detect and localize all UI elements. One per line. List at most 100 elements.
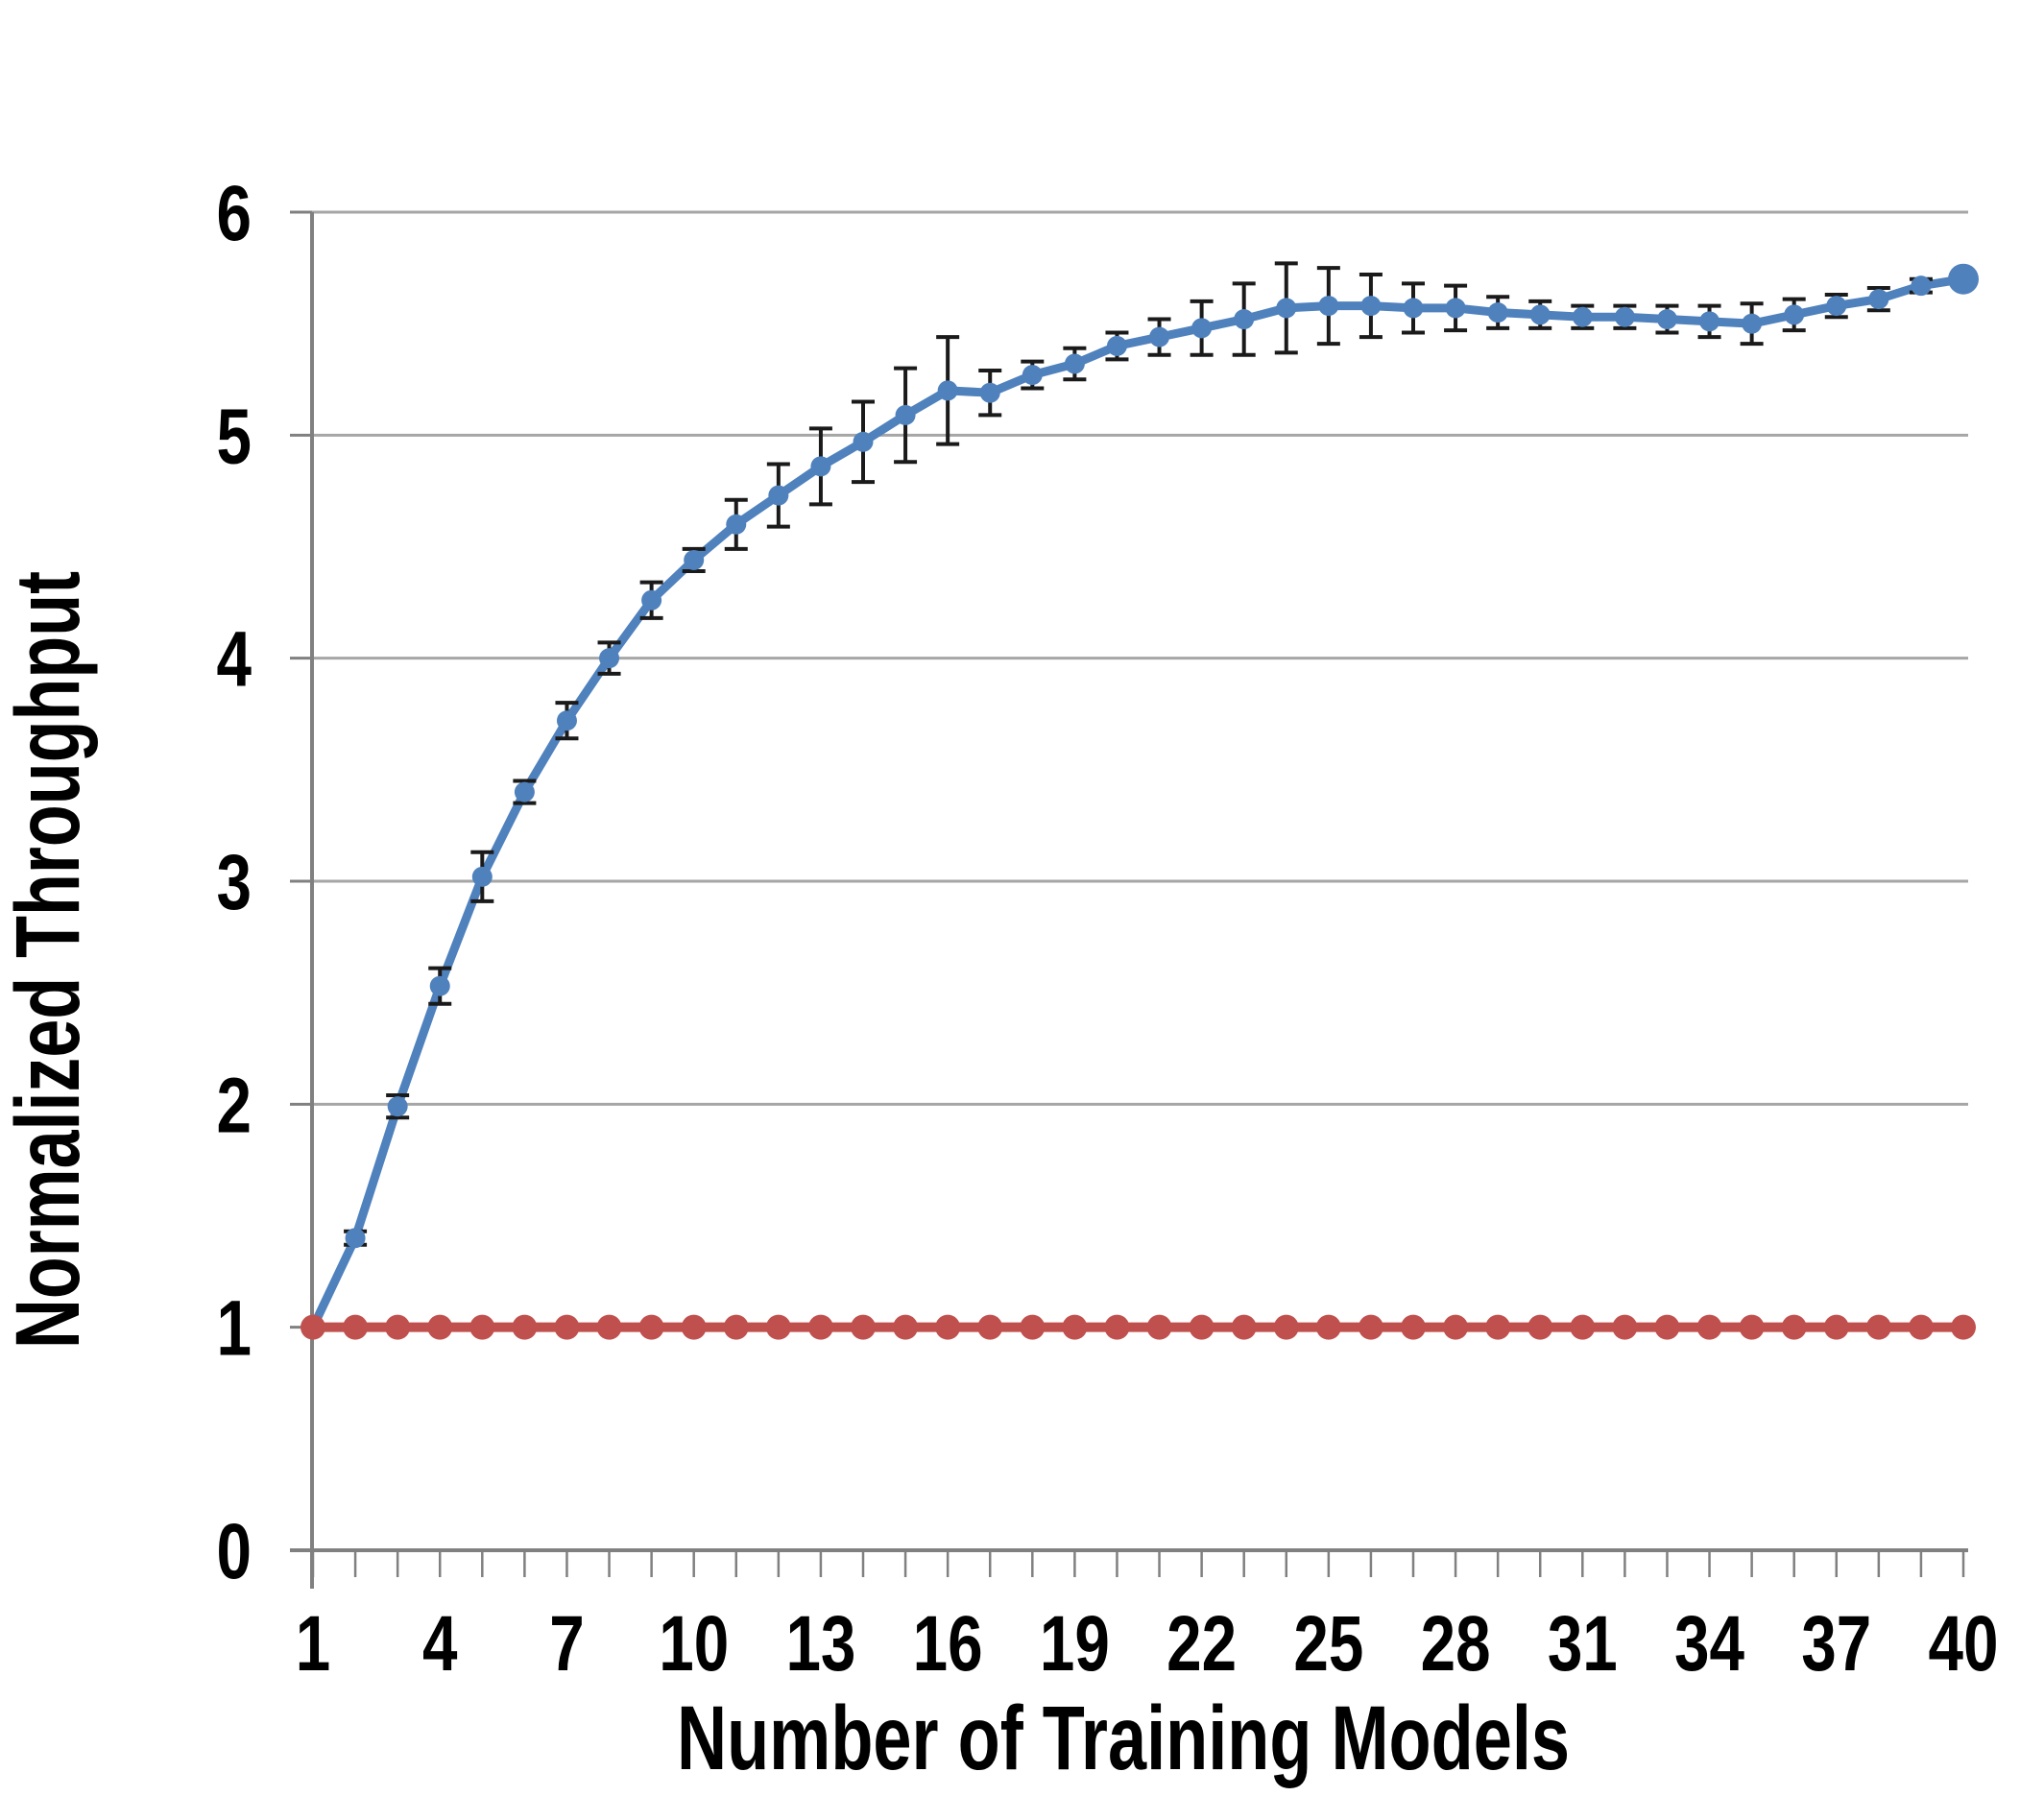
blue-series-point — [429, 975, 450, 996]
blue-series-point — [556, 710, 577, 731]
blue-series-point — [1276, 298, 1297, 319]
x-tick-label: 13 — [785, 1599, 855, 1688]
blue-series-point — [937, 380, 958, 401]
red-series-point — [1781, 1314, 1807, 1340]
red-series-point — [807, 1314, 833, 1340]
red-series-point — [977, 1314, 1003, 1340]
red-series-point — [1443, 1314, 1469, 1340]
red-series-point — [1570, 1314, 1596, 1340]
y-tick-label: 5 — [217, 392, 252, 480]
x-tick-label-group: 22 — [1166, 1599, 1237, 1688]
x-tick-label: 19 — [1040, 1599, 1110, 1688]
y-tick-label-group: 6 — [217, 169, 252, 257]
blue-series-point — [641, 589, 662, 611]
red-series-point — [1189, 1314, 1214, 1340]
x-tick-label: 40 — [1929, 1599, 1999, 1688]
red-series-point — [1696, 1314, 1722, 1340]
red-series-point — [469, 1314, 495, 1340]
blue-series-point — [1948, 263, 1980, 295]
red-series-point — [1908, 1314, 1934, 1340]
y-tick-label: 1 — [217, 1284, 252, 1373]
x-tick-label-group: 13 — [785, 1599, 855, 1688]
blue-series-point — [387, 1096, 408, 1117]
blue-series-point — [1784, 304, 1805, 325]
blue-series-point — [1445, 298, 1466, 319]
x-tick-label-group: 40 — [1929, 1599, 1999, 1688]
x-tick-label-group: 19 — [1040, 1599, 1110, 1688]
y-tick-label: 6 — [217, 169, 252, 257]
blue-series-point — [1064, 353, 1085, 374]
blue-series-point — [345, 1228, 366, 1249]
blue-series-line — [308, 275, 1968, 1332]
blue-series-point — [1656, 309, 1677, 330]
y-tick-label-group: 4 — [217, 615, 252, 704]
x-tick-label: 16 — [913, 1599, 983, 1688]
red-series-point — [343, 1314, 369, 1340]
x-tick-label-group: 31 — [1548, 1599, 1618, 1688]
red-series-point — [596, 1314, 622, 1340]
blue-series-point — [853, 431, 874, 452]
blue-series-point — [1360, 296, 1382, 317]
x-tick-label-group: 16 — [913, 1599, 983, 1688]
red-series-point — [1358, 1314, 1383, 1340]
x-tick-label-group: 7 — [549, 1599, 584, 1688]
red-series-point — [1485, 1314, 1511, 1340]
red-series-point — [512, 1314, 538, 1340]
red-series-point — [1654, 1314, 1680, 1340]
red-series-point — [1739, 1314, 1765, 1340]
y-tick-label: 4 — [217, 615, 252, 704]
red-series-point — [1146, 1314, 1172, 1340]
red-series-point — [1020, 1314, 1046, 1340]
x-tick-label: 34 — [1674, 1599, 1744, 1688]
x-tick-label-group: 34 — [1674, 1599, 1744, 1688]
blue-series-point — [1614, 306, 1635, 327]
red-series-point — [681, 1314, 707, 1340]
red-series-point — [1612, 1314, 1638, 1340]
blue-series-point — [599, 648, 620, 669]
red-series-point — [1273, 1314, 1299, 1340]
x-tick-label-group: 28 — [1421, 1599, 1491, 1688]
red-series-point — [935, 1314, 961, 1340]
blue-series-point — [1699, 311, 1720, 332]
x-tick-label-group: 4 — [422, 1599, 457, 1688]
y-tick-label-group: 2 — [217, 1061, 252, 1149]
red-series-point — [301, 1314, 325, 1340]
blue-series-point — [1911, 275, 1932, 297]
red-series-point — [554, 1314, 580, 1340]
x-tick-label-group: 25 — [1293, 1599, 1363, 1688]
x-tick-label: 1 — [296, 1599, 330, 1688]
y-tick-label-group: 0 — [217, 1507, 252, 1595]
blue-series-point — [1487, 302, 1508, 323]
blue-series-point — [979, 382, 1000, 403]
x-tick-label: 37 — [1801, 1599, 1871, 1688]
x-tick-label: 28 — [1421, 1599, 1491, 1688]
red-series-point — [427, 1314, 453, 1340]
red-series-point — [765, 1314, 791, 1340]
x-tick-label: 31 — [1548, 1599, 1618, 1688]
x-tick-label: 7 — [549, 1599, 584, 1688]
red-series-point — [1104, 1314, 1130, 1340]
red-series-point — [1865, 1314, 1891, 1340]
series-layer — [301, 261, 1980, 1340]
blue-series-point — [1191, 318, 1213, 339]
y-tick-label-group: 3 — [217, 838, 252, 926]
y-axis-title-group: Normalized Throughput — [0, 571, 99, 1349]
red-series-point — [1315, 1314, 1341, 1340]
red-series-point — [1527, 1314, 1553, 1340]
red-series-point — [893, 1314, 919, 1340]
red-series-point — [1401, 1314, 1427, 1340]
blue-series-point — [726, 514, 747, 535]
blue-series-point — [1826, 296, 1847, 317]
blue-series-point — [1234, 309, 1255, 330]
red-series-point — [1823, 1314, 1849, 1340]
blue-series-point — [1529, 304, 1551, 325]
blue-series-point — [1742, 313, 1763, 334]
x-tick-label-group: 10 — [659, 1599, 729, 1688]
blue-series-point — [514, 781, 535, 802]
y-tick-label: 3 — [217, 838, 252, 926]
red-series-point — [638, 1314, 664, 1340]
x-tick-label: 10 — [659, 1599, 729, 1688]
y-axis-title: Normalized Throughput — [0, 571, 99, 1349]
blue-series-point — [1106, 335, 1127, 356]
